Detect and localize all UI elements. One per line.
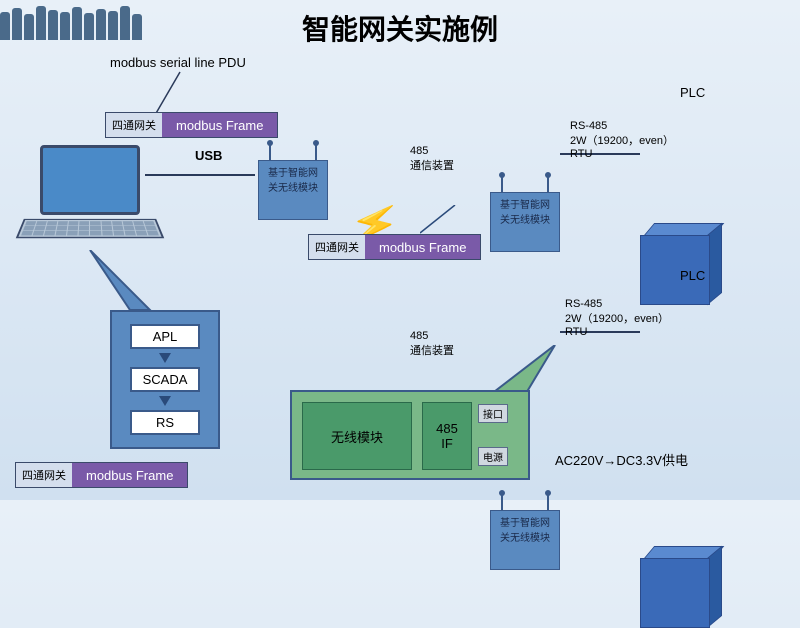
rs485-label-2: RS-485 2W（19200，even） RTU: [565, 298, 669, 338]
laptop-icon: [20, 145, 160, 255]
connector-line: [420, 205, 460, 235]
pdu-label: modbus serial line PDU: [110, 55, 246, 70]
modbus-frame-bottom: 四通网关 modbus Frame: [15, 462, 188, 488]
rs-box: RS: [130, 410, 200, 435]
power-box: 电源: [478, 447, 508, 466]
page-title: 智能网关实施例: [0, 8, 800, 48]
frame-right-label: modbus Frame: [72, 463, 187, 487]
wireless-module-3: 基于智能网 关无线模块: [490, 510, 560, 570]
plc-cube-2: [640, 548, 720, 628]
plc-label-1: PLC: [680, 85, 705, 100]
port-box: 接口: [478, 404, 508, 423]
frame-left-label: 四通网关: [16, 463, 72, 487]
comm485-label-2: 485 通信装置: [410, 330, 454, 358]
rs485-label-1: RS-485 2W（19200，even） RTU: [570, 120, 674, 160]
modbus-frame-mid: 四通网关 modbus Frame: [308, 234, 481, 260]
usb-label: USB: [195, 148, 222, 163]
arrow-down-icon: [159, 396, 171, 406]
wireless-box: 无线模块: [302, 402, 412, 470]
frame-left-label: 四通网关: [309, 235, 365, 259]
usb-line: [145, 165, 255, 185]
frame-right-label: modbus Frame: [162, 113, 277, 137]
plc-cube-1: [640, 225, 720, 305]
arrow-down-icon: [159, 353, 171, 363]
modbus-frame-top: 四通网关 modbus Frame: [105, 112, 278, 138]
frame-left-label: 四通网关: [106, 113, 162, 137]
wireless-module-1: 基于智能网 关无线模块: [258, 160, 328, 220]
comm485-label-1: 485 通信装置: [410, 145, 454, 173]
power-label: AC220V→DC3.3V供电: [555, 450, 688, 469]
scada-box: SCADA: [130, 367, 200, 392]
green-panel: 无线模块 485 IF 接口 电源: [290, 390, 530, 480]
if-box: 485 IF: [422, 402, 472, 470]
wireless-module-2: 基于智能网 关无线模块: [490, 192, 560, 252]
apl-box: APL: [130, 324, 200, 349]
plc-label-2: PLC: [680, 268, 705, 283]
frame-right-label: modbus Frame: [365, 235, 480, 259]
callout-stack: APL SCADA RS: [110, 310, 220, 449]
